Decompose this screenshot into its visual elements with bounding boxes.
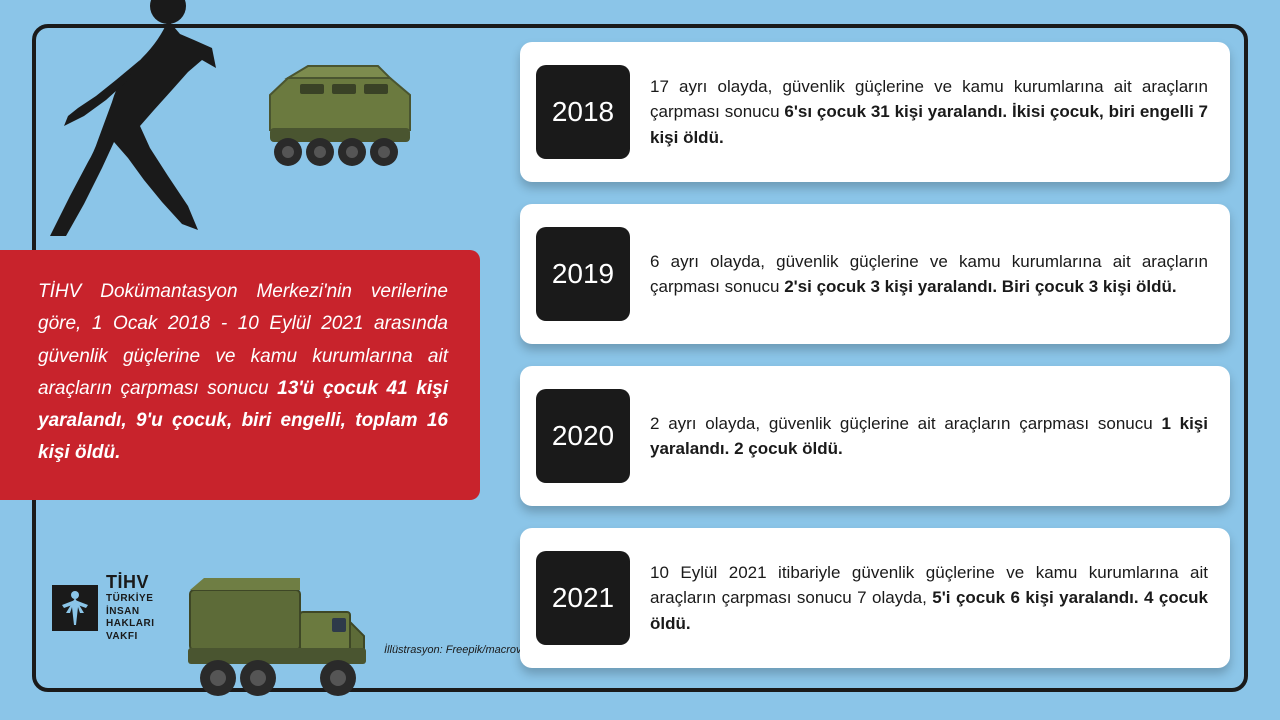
year-badge: 2020 — [536, 389, 630, 483]
running-child-icon — [40, 0, 230, 240]
year-cards-list: 2018 17 ayrı olayda, güvenlik güçlerine … — [520, 42, 1230, 668]
logo-abbr: TİHV — [106, 572, 155, 593]
year-card: 2020 2 ayrı olayda, güvenlik güçlerine a… — [520, 366, 1230, 506]
year-card: 2018 17 ayrı olayda, güvenlik güçlerine … — [520, 42, 1230, 182]
card-text: 17 ayrı olayda, güvenlik güçlerine ve ka… — [650, 74, 1208, 151]
year-badge: 2019 — [536, 227, 630, 321]
logo-mark-icon — [52, 585, 98, 631]
year-card: 2021 10 Eylül 2021 itibariyle güvenlik g… — [520, 528, 1230, 668]
military-truck-icon — [180, 560, 380, 720]
card-text: 2 ayrı olayda, güvenlik güçlerine ait ar… — [650, 411, 1208, 462]
card-text: 10 Eylül 2021 itibariyle güvenlik güçler… — [650, 560, 1208, 637]
logo-text: TİHV TÜRKİYE İNSAN HAKLARI VAKFI — [106, 572, 155, 643]
card-text: 6 ayrı olayda, güvenlik güçlerine ve kam… — [650, 249, 1208, 300]
apc-vehicle-icon — [250, 60, 430, 180]
org-logo: TİHV TÜRKİYE İNSAN HAKLARI VAKFI — [52, 572, 155, 643]
year-badge: 2021 — [536, 551, 630, 645]
year-badge: 2018 — [536, 65, 630, 159]
summary-panel: TİHV Dokümantasyon Merkezi'nin verilerin… — [0, 250, 480, 500]
year-card: 2019 6 ayrı olayda, güvenlik güçlerine v… — [520, 204, 1230, 344]
